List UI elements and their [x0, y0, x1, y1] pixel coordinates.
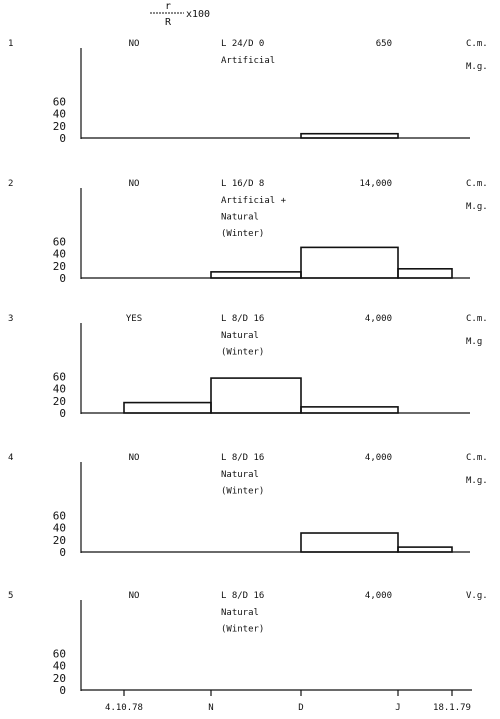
code-label: NO	[129, 591, 140, 601]
code-label: NO	[129, 179, 140, 189]
species-tag: M.g.	[466, 476, 488, 486]
count-label: 4,000	[365, 591, 392, 601]
light-label: Natural	[221, 470, 259, 480]
ratio-numerator: r	[165, 1, 171, 12]
photoperiod-label: L 16/D 8	[221, 179, 264, 189]
species-tag: M.g.	[466, 202, 488, 212]
histogram-bar	[210, 271, 302, 279]
light-label: (Winter)	[221, 487, 264, 497]
histogram-bar	[300, 132, 399, 139]
code-label: NO	[129, 39, 140, 49]
count-label: 14,000	[359, 179, 392, 189]
ratio-multiplier: x100	[186, 9, 210, 20]
y-tick-label: 20	[53, 120, 66, 133]
y-tick-label: 0	[59, 272, 66, 285]
y-tick-label: 0	[59, 546, 66, 559]
x-tick-label: D	[298, 703, 303, 713]
y-tick-label: 60	[53, 95, 66, 108]
code-label: NO	[129, 453, 140, 463]
x-tick-labels: 4.10.78 N D J 18.1.79	[81, 689, 472, 713]
histogram-bar	[210, 377, 302, 414]
photoperiod-label: L 24/D 0	[221, 39, 264, 49]
histogram-bar	[123, 401, 212, 414]
panel-number: 2	[8, 179, 13, 189]
y-tick-label: 20	[53, 260, 66, 273]
x-tick-label: 4.10.78	[105, 703, 143, 713]
light-label: Natural	[221, 608, 259, 618]
x-tick-label: N	[208, 703, 213, 713]
count-label: 650	[376, 39, 392, 49]
y-tick-label: 60	[53, 370, 66, 383]
ratio-label: r R x100	[150, 1, 210, 28]
y-tick-label: 40	[53, 660, 66, 673]
y-tick-label: 0	[59, 132, 66, 145]
x-tick-label: 18.1.79	[433, 703, 471, 713]
species-tag: C.m.	[466, 39, 488, 49]
photoperiod-label: L 8/D 16	[221, 591, 264, 601]
species-tag: C.m.	[466, 179, 488, 189]
light-label: Artificial	[221, 56, 275, 66]
histogram-bar	[300, 246, 399, 279]
light-label: Artificial +	[221, 196, 287, 206]
species-tag: M.g	[466, 337, 482, 347]
light-label: Natural	[221, 331, 259, 341]
y-tick-label: 0	[59, 684, 66, 697]
y-tick-label: 60	[53, 509, 66, 522]
y-tick-label: 20	[53, 395, 66, 408]
species-tag: M.g.	[466, 62, 488, 72]
histogram-bar	[300, 532, 399, 553]
histogram-bar	[397, 546, 453, 553]
light-label: (Winter)	[221, 625, 264, 635]
count-label: 4,000	[365, 314, 392, 324]
y-tick-label: 40	[53, 522, 66, 535]
y-tick-label: 60	[53, 647, 66, 660]
panel-number: 4	[8, 453, 13, 463]
photoperiod-label: L 8/D 16	[221, 314, 264, 324]
species-tag: C.m.	[466, 453, 488, 463]
histogram-bar	[397, 268, 453, 279]
x-tick-label: J	[395, 703, 400, 713]
panel-number: 1	[8, 39, 13, 49]
histogram-bar	[300, 406, 399, 414]
y-tick-label: 20	[53, 534, 66, 547]
light-label: Natural	[221, 213, 259, 223]
count-label: 4,000	[365, 453, 392, 463]
y-tick-label: 40	[53, 383, 66, 396]
panel-number: 5	[8, 591, 13, 601]
light-label: (Winter)	[221, 348, 264, 358]
y-tick-label: 40	[53, 248, 66, 261]
y-tick-label: 20	[53, 672, 66, 685]
species-tag: V.g.	[466, 591, 488, 601]
ratio-denominator: R	[165, 17, 172, 28]
light-label: (Winter)	[221, 229, 264, 239]
y-tick-label: 60	[53, 235, 66, 248]
species-tag: C.m.	[466, 314, 488, 324]
y-tick-label: 0	[59, 407, 66, 420]
code-label: YES	[126, 314, 142, 324]
photoperiod-label: L 8/D 16	[221, 453, 264, 463]
panel-number: 3	[8, 314, 13, 324]
y-tick-label: 40	[53, 108, 66, 121]
